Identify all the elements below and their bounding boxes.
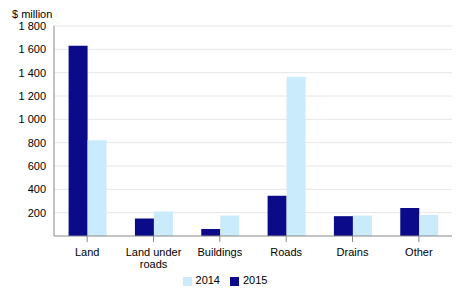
svg-text:Other: Other: [405, 246, 433, 258]
svg-text:1 000: 1 000: [18, 113, 46, 125]
html-text:2014: 2014: [195, 274, 220, 286]
svg-text:1 400: 1 400: [18, 67, 46, 79]
svg-text:600: 600: [28, 160, 46, 172]
svg-text:1 600: 1 600: [18, 43, 46, 55]
html-text:2015: 2015: [243, 274, 268, 286]
html-text:$ million: $ million: [12, 8, 53, 20]
svg-text:Buildings: Buildings: [198, 246, 243, 258]
svg-text:400: 400: [28, 183, 46, 195]
svg-text:1 200: 1 200: [18, 90, 46, 102]
svg-text:Drains: Drains: [337, 246, 369, 258]
svg-text:Land underroads: Land underroads: [126, 246, 182, 270]
svg-text:200: 200: [28, 207, 46, 219]
svg-text:Roads: Roads: [270, 246, 302, 258]
svg-text:Land: Land: [75, 246, 99, 258]
svg-text:800: 800: [28, 137, 46, 149]
svg-text:1 800: 1 800: [18, 20, 46, 32]
